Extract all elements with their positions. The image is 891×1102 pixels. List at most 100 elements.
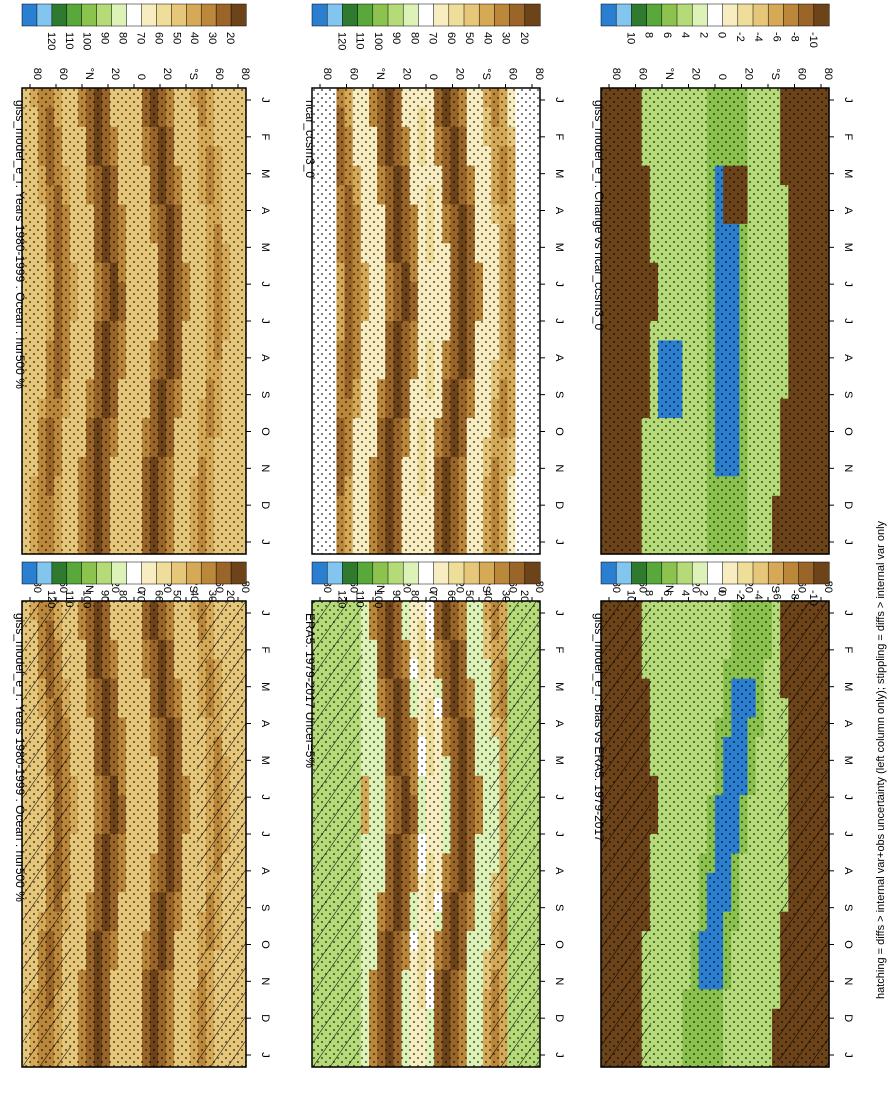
colorbar-label: 2: [697, 590, 709, 596]
x-tick-label: J: [553, 318, 565, 324]
x-tick-label: D: [842, 1014, 854, 1022]
colorbar-swatch: [66, 3, 83, 27]
colorbar-swatch: [494, 561, 511, 585]
colorbar-swatch: [171, 561, 187, 585]
x-tick-label: J: [553, 610, 565, 616]
colorbar-label: -6: [770, 590, 782, 600]
colorbar-label: -10: [807, 32, 819, 48]
y-tick-label: 80: [31, 68, 43, 80]
x-tick-label: J: [842, 539, 854, 545]
x-tick-label: M: [259, 682, 271, 691]
colorbar-swatch: [631, 561, 648, 585]
x-tick-label: D: [553, 501, 565, 509]
panel-title: giss_model_e_r: Years 1980-1999 : Ocean …: [13, 613, 27, 902]
colorbar-label: -2: [734, 590, 746, 600]
y-tick-label: 80: [533, 68, 545, 80]
colorbar-label: 30: [206, 32, 218, 44]
colorbar-label: 50: [463, 590, 475, 602]
y-tick-label: °S: [769, 68, 781, 80]
colorbar-label: 120: [45, 590, 57, 608]
colorbar-label: 8: [643, 590, 655, 596]
colorbar-label: 80: [408, 32, 420, 44]
y-tick-label: 80: [239, 68, 251, 80]
x-tick-label: D: [553, 1014, 565, 1022]
x-tick-label: A: [259, 867, 271, 875]
colorbar-swatch: [737, 3, 754, 27]
chart-panel-p6: giss_model_e_r: Change vs ncar_ccsm3_0 J F…: [592, 3, 854, 555]
colorbar-label: 4: [679, 32, 691, 38]
x-tick-label: J: [553, 831, 565, 837]
colorbar-swatch: [661, 3, 678, 27]
colorbar-swatch: [418, 561, 435, 585]
x-tick-label: A: [842, 720, 854, 728]
colorbar-swatch: [342, 3, 359, 27]
x-tick-label: D: [259, 501, 271, 509]
colorbar-label: 70: [134, 32, 146, 44]
y-tick-label: 0: [135, 74, 147, 80]
x-tick-label: M: [553, 756, 565, 765]
y-tick-label: °N: [374, 68, 386, 80]
x-tick-label: N: [259, 464, 271, 472]
x-tick-label: N: [842, 977, 854, 985]
stippling-overlay: [601, 88, 829, 554]
colorbar-swatch: [66, 561, 83, 585]
x-tick-label: A: [259, 207, 271, 215]
colorbar-swatch: [524, 561, 541, 585]
colorbar-swatch: [21, 3, 38, 27]
y-tick-label: 0: [427, 74, 439, 80]
colorbar-swatch: [156, 3, 172, 27]
colorbar-swatch: [230, 561, 247, 585]
colorbar-label: 40: [188, 32, 200, 44]
colorbar-label: 50: [170, 590, 182, 602]
colorbar-swatch: [36, 3, 53, 27]
colorbar-label: -6: [770, 32, 782, 42]
colorbar-label: 8: [643, 32, 655, 38]
colorbar-swatch: [478, 3, 495, 27]
colorbar-swatch: [342, 561, 359, 585]
colorbar-label: 60: [445, 32, 457, 44]
colorbar-swatch: [51, 3, 68, 27]
y-tick-label: 80: [822, 68, 834, 80]
colorbar-swatch: [463, 561, 480, 585]
colorbar-swatch: [783, 561, 800, 585]
colorbar-label: 70: [134, 590, 146, 602]
colorbar-swatch: [81, 561, 98, 585]
x-tick-label: J: [259, 97, 271, 103]
colorbar-label: -4: [752, 590, 764, 600]
colorbar-label: 110: [63, 590, 75, 608]
colorbar-label: 20: [224, 32, 236, 44]
x-tick-label: M: [842, 682, 854, 691]
y-tick-label: 20: [401, 68, 413, 80]
panel-title: ERA5: 1979-2017 Uncer=5%: [303, 613, 317, 768]
y-tick-label: °S: [769, 581, 781, 593]
x-tick-label: M: [553, 243, 565, 252]
colorbar-swatch: [661, 561, 678, 585]
x-tick-label: S: [553, 904, 565, 911]
hatching-overlay: [601, 601, 652, 1067]
colorbar-swatch: [722, 561, 739, 585]
x-tick-label: F: [259, 133, 271, 140]
x-tick-label: N: [842, 464, 854, 472]
colorbar-label: -10: [807, 590, 819, 606]
colorbar-swatch: [171, 3, 187, 27]
x-tick-label: J: [842, 794, 854, 800]
colorbar-swatch: [798, 561, 815, 585]
colorbar-swatch: [813, 3, 830, 27]
colorbar-swatch: [463, 3, 480, 27]
x-tick-label: A: [553, 720, 565, 728]
figure-footnote: hatching = diffs > internal var+obs unce…: [875, 520, 887, 999]
colorbar-swatch: [51, 561, 68, 585]
colorbar-swatch: [509, 3, 526, 27]
x-tick-label: J: [842, 318, 854, 324]
hatching-overlay: [312, 601, 363, 1067]
colorbar-swatch: [752, 3, 769, 27]
stippling-overlay: [312, 88, 540, 554]
y-tick-label: °S: [187, 68, 199, 80]
colorbar-swatch: [96, 3, 113, 27]
colorbar-swatch: [36, 561, 53, 585]
colorbar-swatch: [600, 561, 617, 585]
colorbar-swatch: [433, 561, 450, 585]
colorbar-swatch: [357, 3, 374, 27]
colorbar-label: 30: [500, 32, 512, 44]
colorbar-swatch: [813, 561, 830, 585]
